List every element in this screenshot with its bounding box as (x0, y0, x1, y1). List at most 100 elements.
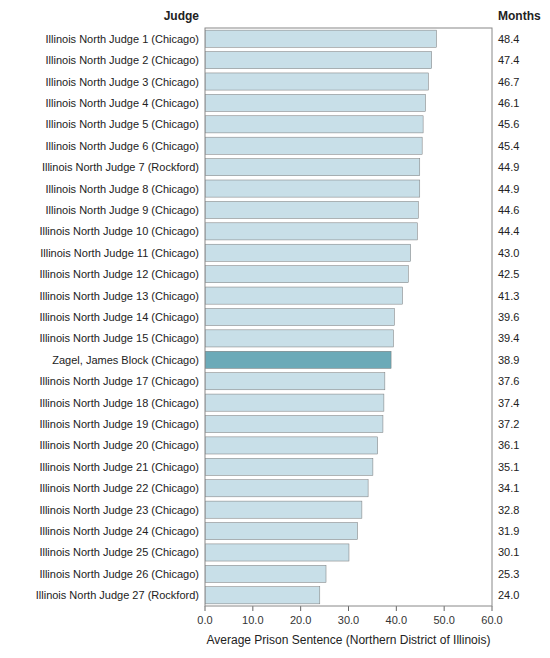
bar (205, 287, 403, 304)
data-label: 39.4 (498, 332, 519, 344)
x-axis-label: Average Prison Sentence (Northern Distri… (207, 633, 491, 647)
chart: 0.0 10.0 20.0 30.0 40.0 50.0 60.0 Illinois Nort… (0, 0, 550, 658)
category-label: Illinois North Judge 18 (Chicago) (39, 397, 199, 409)
bar (205, 565, 326, 582)
data-label: 44.9 (498, 183, 519, 195)
bar (205, 501, 362, 518)
category-label: Illinois North Judge 21 (Chicago) (39, 461, 199, 473)
data-label: 38.9 (498, 354, 519, 366)
category-label: Illinois North Judge 3 (Chicago) (46, 76, 199, 88)
data-label: 36.1 (498, 439, 519, 451)
category-label: Illinois North Judge 13 (Chicago) (39, 290, 199, 302)
bar (205, 94, 426, 111)
category-label: Illinois North Judge 23 (Chicago) (39, 504, 199, 516)
chart-container: 0.0 10.0 20.0 30.0 40.0 50.0 60.0 Illinois Nort… (0, 0, 550, 658)
data-label: 42.5 (498, 268, 519, 280)
data-label: 43.0 (498, 247, 519, 259)
data-label: 31.9 (498, 525, 519, 537)
data-label: 24.0 (498, 589, 519, 601)
bar (205, 523, 358, 540)
tick-label: 60.0 (481, 614, 502, 626)
bar (205, 137, 422, 154)
bar (205, 351, 391, 368)
bar (205, 458, 373, 475)
data-label: 39.6 (498, 311, 519, 323)
tick-label: 20.0 (290, 614, 311, 626)
data-label: 45.6 (498, 118, 519, 130)
data-label: 37.2 (498, 418, 519, 430)
bar (205, 116, 423, 133)
bar (205, 244, 411, 261)
tick-mark (205, 606, 206, 611)
data-label: 45.4 (498, 140, 519, 152)
tick-mark (252, 606, 253, 611)
bar (205, 587, 320, 604)
bar (205, 308, 394, 325)
tick-mark (396, 606, 397, 611)
category-label: Zagel, James Block (Chicago) (52, 354, 199, 366)
bar (205, 73, 428, 90)
bar (205, 52, 432, 69)
data-label: 46.1 (498, 97, 519, 109)
annotation: Months (498, 9, 541, 23)
tick-label: 10.0 (242, 614, 263, 626)
bar (205, 159, 420, 176)
bar (205, 415, 383, 432)
tick-mark (492, 606, 493, 611)
bar (205, 373, 385, 390)
bar (205, 394, 384, 411)
bar (205, 266, 408, 283)
data-label: 32.8 (498, 504, 519, 516)
tick-label: 30.0 (338, 614, 359, 626)
bar (205, 30, 437, 47)
data-label: 48.4 (498, 33, 519, 45)
bar (205, 180, 420, 197)
tick-label: 50.0 (433, 614, 454, 626)
data-label: 44.6 (498, 204, 519, 216)
y-axis-label: Judge (164, 9, 200, 23)
category-label: Illinois North Judge 19 (Chicago) (39, 418, 199, 430)
x-axis: 0.0 10.0 20.0 30.0 40.0 50.0 60.0 (197, 606, 502, 626)
category-label: Illinois North Judge 7 (Rockford) (42, 161, 199, 173)
bar (205, 544, 349, 561)
tick-label: 0.0 (197, 614, 212, 626)
category-label: Illinois North Judge 5 (Chicago) (46, 118, 199, 130)
category-label: Illinois North Judge 1 (Chicago) (46, 33, 199, 45)
category-label: Illinois North Judge 26 (Chicago) (39, 568, 199, 580)
category-label: Illinois North Judge 20 (Chicago) (39, 439, 199, 451)
data-label: 44.9 (498, 161, 519, 173)
category-label: Illinois North Judge 6 (Chicago) (46, 140, 199, 152)
tick-mark (300, 606, 301, 611)
data-label: 25.3 (498, 568, 519, 580)
data-label: 35.1 (498, 461, 519, 473)
category-label: Illinois North Judge 11 (Chicago) (40, 247, 199, 259)
tick-label: 40.0 (386, 614, 407, 626)
bar (205, 437, 378, 454)
plot-frame (205, 28, 492, 606)
bars (205, 30, 437, 604)
bar (205, 223, 417, 240)
category-label: Illinois North Judge 9 (Chicago) (46, 204, 199, 216)
data-label: 41.3 (498, 290, 519, 302)
category-label: Illinois North Judge 10 (Chicago) (39, 225, 199, 237)
bar (205, 480, 368, 497)
category-label: Illinois North Judge 2 (Chicago) (46, 54, 199, 66)
category-label: Illinois North Judge 22 (Chicago) (39, 482, 199, 494)
data-label: 44.4 (498, 225, 519, 237)
category-label: Illinois North Judge 15 (Chicago) (39, 332, 199, 344)
category-label: Illinois North Judge 24 (Chicago) (39, 525, 199, 537)
category-label: Illinois North Judge 14 (Chicago) (39, 311, 199, 323)
category-label: Illinois North Judge 4 (Chicago) (46, 97, 199, 109)
data-labels: 48.4 47.4 46.7 46.1 45.6 45.4 44.9 44.9 44.6 44.4… (498, 33, 519, 602)
category-label: Illinois North Judge 8 (Chicago) (46, 183, 199, 195)
category-label: Illinois North Judge 17 (Chicago) (39, 375, 199, 387)
bar (205, 330, 393, 347)
data-label: 30.1 (498, 546, 519, 558)
data-label: 47.4 (498, 54, 519, 66)
data-label: 46.7 (498, 76, 519, 88)
category-label: Illinois North Judge 27 (Rockford) (36, 589, 199, 601)
tick-mark (348, 606, 349, 611)
data-label: 37.4 (498, 397, 519, 409)
data-label: 37.6 (498, 375, 519, 387)
y-axis: Illinois North Judge 1 (Chicago) Illinois… (36, 33, 199, 602)
